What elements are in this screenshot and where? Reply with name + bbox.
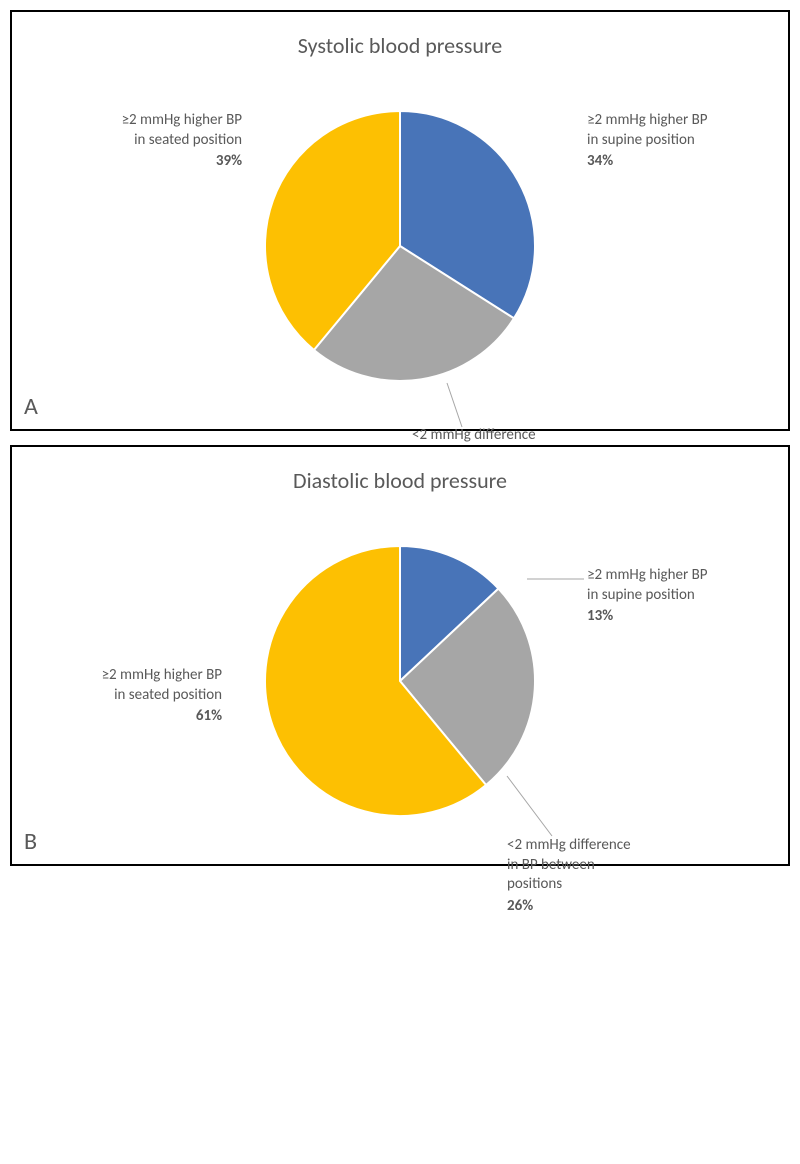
chart-panel-B: Diastolic blood pressure ≥2 mmHg higher … xyxy=(10,445,790,866)
slice-label-right: ≥2 mmHg higher BPin supine position13% xyxy=(587,566,707,627)
chart-body: ≥2 mmHg higher BPin supine position34% <… xyxy=(32,81,768,411)
label-line: in supine position xyxy=(587,586,707,606)
pie-chart xyxy=(265,546,535,816)
label-line: in seated position xyxy=(62,131,242,151)
label-line: in supine position xyxy=(587,131,707,151)
chart-title: Diastolic blood pressure xyxy=(32,467,768,494)
chart-panel-A: Systolic blood pressure ≥2 mmHg higher B… xyxy=(10,10,790,431)
label-line: ≥2 mmHg higher BP xyxy=(62,111,242,131)
slice-label-left: ≥2 mmHg higher BPin seated position39% xyxy=(62,111,242,172)
slice-label-bottom: <2 mmHg differencein BP betweenpositions… xyxy=(507,836,631,916)
panel-letter: B xyxy=(24,827,37,856)
pie-chart xyxy=(265,111,535,381)
pie-wrap xyxy=(265,111,535,381)
label-line: <2 mmHg difference xyxy=(507,836,631,856)
label-percent: 39% xyxy=(62,152,242,172)
label-percent: 26% xyxy=(507,897,631,917)
label-line: <2 mmHg difference xyxy=(412,426,536,446)
label-percent: 34% xyxy=(587,152,707,172)
label-line: ≥2 mmHg higher BP xyxy=(587,111,707,131)
label-percent: 13% xyxy=(587,607,707,627)
label-line: positions xyxy=(507,875,631,895)
label-line: ≥2 mmHg higher BP xyxy=(587,566,707,586)
slice-label-left: ≥2 mmHg higher BPin seated position61% xyxy=(42,666,222,727)
leader-line xyxy=(447,383,462,427)
label-percent: 61% xyxy=(42,707,222,727)
label-line: in seated position xyxy=(42,686,222,706)
panel-letter: A xyxy=(24,392,38,421)
slice-label-right: ≥2 mmHg higher BPin supine position34% xyxy=(587,111,707,172)
pie-wrap xyxy=(265,546,535,816)
label-line: in BP between xyxy=(507,856,631,876)
chart-title: Systolic blood pressure xyxy=(32,32,768,59)
label-line: ≥2 mmHg higher BP xyxy=(42,666,222,686)
chart-body: ≥2 mmHg higher BPin supine position13% <… xyxy=(32,516,768,846)
